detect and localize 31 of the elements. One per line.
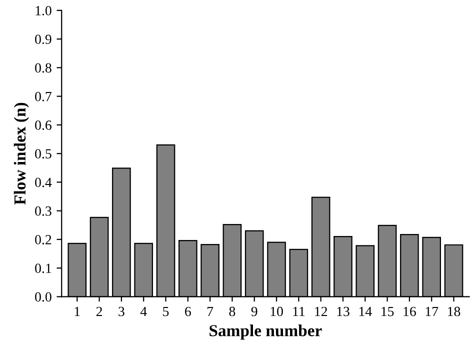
y-tick-label: 0.4 <box>35 178 52 188</box>
y-tick-label: 0.1 <box>35 264 52 274</box>
x-tick-label: 2 <box>96 306 102 316</box>
x-tick-label: 9 <box>251 306 258 316</box>
y-tick-label: 0.3 <box>35 206 52 216</box>
x-tick-label: 16 <box>404 306 416 316</box>
x-tick-label: 4 <box>140 306 147 316</box>
x-tick-label: 5 <box>163 306 169 316</box>
y-tick-label: 0.5 <box>35 149 52 159</box>
y-axis-title: Flow index (n) <box>14 102 29 205</box>
x-tick-label: 3 <box>118 306 124 316</box>
x-tick-label: 1 <box>74 306 80 316</box>
y-tick-label: 0.0 <box>35 292 52 302</box>
y-tick-label: 1.0 <box>36 6 52 16</box>
x-tick-label: 10 <box>270 306 283 316</box>
x-tick-label: 6 <box>185 306 191 316</box>
x-tick-label: 12 <box>315 306 328 316</box>
x-tick-label: 13 <box>337 306 350 316</box>
y-tick-label: 0.6 <box>35 120 52 130</box>
x-tick-label: 17 <box>426 306 438 316</box>
y-tick-label: 0.8 <box>35 63 52 73</box>
x-tick-label: 14 <box>359 306 372 316</box>
x-tick-label: 11 <box>293 306 305 316</box>
y-tick-label: 0.9 <box>35 34 52 44</box>
x-tick-label: 18 <box>448 306 460 316</box>
x-tick-label: 15 <box>382 306 394 316</box>
x-axis-title: Sample number <box>210 324 322 340</box>
x-tick-label: 7 <box>208 306 214 316</box>
x-tick-label: 8 <box>229 306 236 316</box>
y-tick-label: 0.7 <box>35 92 52 102</box>
y-tick-label: 0.2 <box>35 235 52 244</box>
